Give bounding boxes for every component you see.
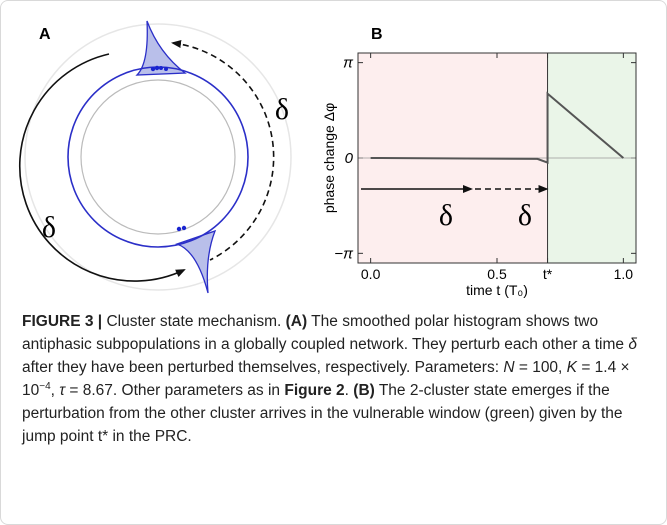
prc-line — [370, 91, 625, 164]
x-tick-label: 0.5 — [487, 266, 507, 282]
caption-text: −4 — [39, 380, 51, 392]
caption-text: (A) — [285, 313, 308, 330]
caption-text: τ — [59, 382, 66, 399]
caption-text: . — [344, 382, 354, 399]
y-axis-label: phase change Δφ — [321, 103, 337, 213]
oscillator-dots — [150, 65, 187, 232]
inner-ring — [80, 79, 236, 235]
histogram-bump — [135, 20, 187, 76]
y-tick-label: π — [343, 55, 354, 72]
delta-label: δ — [42, 211, 56, 244]
delta-label: δ — [518, 199, 532, 232]
caption-text: Cluster state mechanism. — [102, 313, 286, 330]
delta-label: δ — [275, 93, 289, 126]
outer-ring — [24, 23, 292, 291]
panel-label: A — [39, 26, 51, 43]
caption-text: (B) — [353, 382, 375, 399]
figure: A δ δ B −π 0 π 0.0 0.5 t* 1.0 δ δ time t (T₀) phas… — [18, 20, 637, 298]
solid-arrow — [18, 53, 186, 282]
caption-text: The smoothed polar histogram shows two a… — [22, 313, 629, 353]
caption-text: , — [50, 382, 60, 399]
y-tick-label: −π — [334, 245, 354, 262]
histogram-bump — [175, 229, 217, 294]
caption-text: K — [566, 359, 578, 376]
x-tick-label: 0.0 — [361, 266, 381, 282]
caption-text: = 1.4 × 10 — [22, 359, 630, 399]
caption-text: Figure 2 — [284, 382, 345, 399]
caption-text: δ — [628, 336, 637, 353]
x-axis-label: time t (T₀) — [466, 282, 528, 298]
y-tick-label: 0 — [345, 150, 354, 167]
caption-text: FIGURE 3 | — [22, 313, 103, 330]
dashed-arrow — [171, 40, 275, 261]
x-tick-label: 1.0 — [614, 266, 634, 282]
phase-circle — [67, 66, 249, 248]
delta-label: δ — [439, 199, 453, 232]
caption: FIGURE 3 | Cluster state mechanism. (A) … — [22, 310, 650, 448]
caption-text: The 2-cluster state emerges if the pertu… — [22, 382, 623, 445]
caption-text: after they have been perturbed themselve… — [22, 359, 504, 376]
caption-text: = 8.67. Other parameters as in — [65, 382, 285, 399]
plot-frame — [357, 52, 637, 264]
caption-text: N — [503, 359, 515, 376]
panel-label: B — [371, 26, 383, 43]
x-tick-label: t* — [543, 266, 553, 282]
caption-text: = 100, — [514, 359, 567, 376]
